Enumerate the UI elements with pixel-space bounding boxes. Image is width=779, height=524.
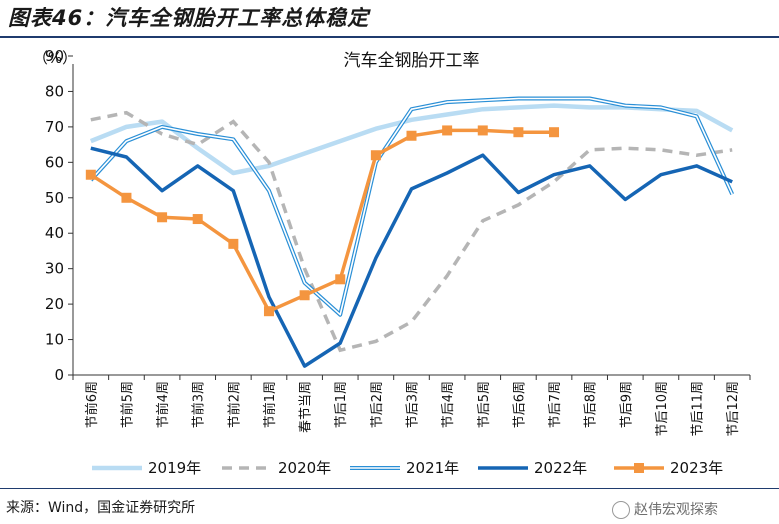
series-point-2023: [85, 169, 96, 180]
series-line-2022: [90, 146, 733, 368]
series-point-2023: [192, 214, 203, 225]
x-tick-label: 节后8周: [584, 381, 599, 428]
legend-label: 2019年: [148, 459, 201, 477]
y-tick-label: 80: [45, 82, 64, 100]
x-tick-label: 节后6周: [512, 381, 527, 428]
x-tick-label: 节后1周: [334, 381, 349, 428]
series-point-2023: [370, 150, 381, 161]
series-line-2021-inner: [90, 97, 733, 316]
y-tick-label: 40: [45, 224, 64, 242]
y-tick-label: 50: [45, 189, 64, 207]
figure-title: 图表46：汽车全钢胎开工率总体稳定: [8, 6, 370, 30]
legend-label: 2021年: [406, 459, 459, 477]
y-tick-label: 10: [45, 331, 64, 349]
series-point-2023: [228, 238, 239, 249]
series-point-2023: [513, 127, 524, 138]
x-tick-label: 节后3周: [406, 381, 421, 428]
x-tick-label: 节前3周: [191, 381, 207, 428]
series-line-2020: [90, 110, 733, 353]
series-point-2023: [549, 127, 560, 138]
y-tick-label: 30: [45, 260, 64, 278]
legend-label: 2022年: [534, 459, 587, 477]
title-divider: [0, 36, 779, 38]
legend-label: 2020年: [278, 459, 331, 477]
series-point-2023: [157, 212, 168, 223]
x-tick-label: 节后5周: [477, 381, 492, 428]
legend-swatch-2023-marker: [634, 463, 644, 473]
series-point-2023: [299, 290, 310, 301]
series-point-2023: [121, 192, 132, 203]
x-tick-label: 节后9周: [619, 381, 634, 428]
series-point-2023: [406, 130, 417, 141]
series-point-2023: [477, 125, 488, 136]
y-axis-unit: （%）: [33, 49, 77, 67]
x-tick-label: 节后2周: [370, 381, 385, 428]
source-note: 来源：Wind，国金证券研究所: [6, 500, 196, 516]
x-tick-label: 节前5周: [119, 381, 135, 428]
x-tick-label: 节后11周: [691, 381, 706, 437]
y-tick-label: 90: [45, 47, 64, 65]
source-divider: [0, 488, 779, 489]
watermark-label: 赵伟宏观探索: [634, 502, 718, 518]
series-point-2023: [263, 306, 274, 317]
legend-label: 2023年: [670, 459, 723, 477]
x-tick-label: 节后4周: [441, 381, 456, 428]
x-tick-label: 节后12周: [726, 381, 741, 437]
chart-title: 汽车全钢胎开工率: [344, 51, 480, 71]
y-tick-label: 60: [45, 153, 64, 171]
x-tick-label: 节前1周: [262, 381, 278, 428]
x-tick-label: 节前2周: [226, 381, 242, 428]
x-tick-label: 节后10周: [655, 381, 670, 437]
y-tick-label: 0: [54, 366, 64, 384]
y-tick-label: 20: [45, 295, 64, 313]
y-tick-label: 70: [45, 118, 64, 136]
x-tick-label: 节后7周: [548, 381, 563, 428]
line-chart: 汽车全钢胎开工率 （%） 0 10 20 30 40 50 60 70 80 90 节前6周 节前5周 节前…: [33, 47, 751, 477]
series-point-2023: [335, 274, 346, 285]
x-tick-label: 节前6周: [84, 381, 100, 428]
x-tick-label: 节前4周: [155, 381, 171, 428]
wechat-logo-icon: [612, 501, 630, 519]
x-tick-label: 春节当周: [299, 381, 314, 433]
series-point-2023: [442, 125, 453, 136]
series-line-2023: [89, 128, 554, 313]
watermark: 赵伟宏观探索: [612, 499, 718, 519]
